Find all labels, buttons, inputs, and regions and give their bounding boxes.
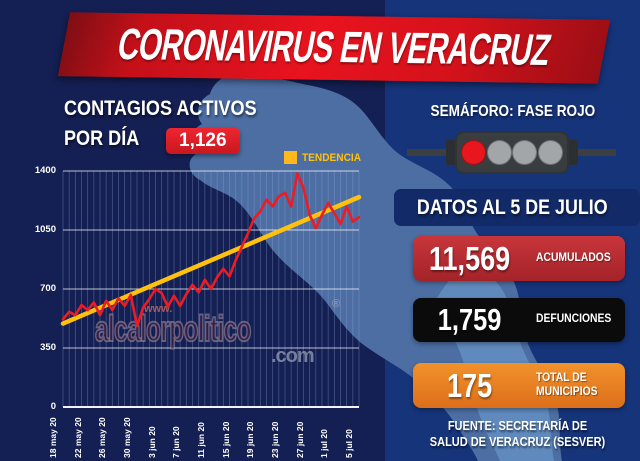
x-axis-label: 7 jun 20 bbox=[171, 426, 182, 458]
trend-line bbox=[60, 194, 362, 326]
y-axis-label: 1400 bbox=[34, 165, 56, 176]
semaforo-label: SEMÁFORO: FASE ROJO bbox=[430, 103, 595, 120]
trend-legend-label: TENDENCIA bbox=[302, 151, 362, 164]
x-axis-label: 5 jul 20 bbox=[344, 429, 354, 458]
traffic-light-gray-icon bbox=[537, 140, 563, 165]
traffic-light-bar-left bbox=[407, 149, 447, 156]
x-axis-label: 11 jun 20 bbox=[196, 422, 206, 458]
active-cases-value: 1,126 bbox=[179, 130, 227, 151]
y-axis: 0 350 700 1050 1400 bbox=[26, 165, 56, 412]
title-banner: CORONAVIRUS EN VERACRUZ bbox=[57, 12, 611, 84]
x-axis-label: 3 jun 20 bbox=[146, 426, 157, 458]
y-axis-label: 700 bbox=[40, 283, 56, 294]
y-axis-label: 0 bbox=[50, 401, 56, 412]
traffic-light-red-icon bbox=[461, 140, 486, 165]
stat-municipios-value: 175 bbox=[447, 366, 493, 404]
stat-acumulados-label: ACUMULADOS bbox=[536, 251, 611, 264]
y-axis-label: 350 bbox=[40, 342, 56, 353]
chart-grid bbox=[62, 170, 360, 408]
chart-heading: CONTAGIOS ACTIVOS POR DÍA bbox=[64, 94, 257, 154]
active-cases-line bbox=[61, 172, 361, 328]
trend-legend-swatch bbox=[284, 151, 297, 164]
y-axis-label: 1050 bbox=[34, 224, 56, 235]
chart-heading-line2: POR DÍA bbox=[64, 127, 140, 150]
chart-lines bbox=[60, 172, 362, 328]
watermark-www: www. bbox=[144, 303, 173, 315]
stat-defunciones-label: DEFUNCIONES bbox=[536, 313, 612, 326]
x-axis-label: 27 jun 20 bbox=[294, 421, 305, 458]
watermark-com: .com bbox=[271, 345, 315, 367]
x-axis-label: 26 may 20 bbox=[97, 417, 108, 458]
stat-municipios: 175 TOTAL DE MUNICIPIOS bbox=[413, 363, 625, 408]
watermark-registered-icon: ® bbox=[332, 298, 341, 310]
chart-heading-line1: CONTAGIOS ACTIVOS bbox=[64, 97, 257, 120]
source-line1: FUENTE: SECRETARÍA DE bbox=[447, 419, 588, 433]
x-axis-label: 23 jun 20 bbox=[270, 421, 280, 458]
x-axis-label: 30 may 20 bbox=[122, 417, 132, 458]
traffic-light bbox=[455, 131, 569, 174]
stat-acumulados: 11,569 ACUMULADOS bbox=[413, 236, 625, 281]
x-axis-label: 1 jul 20 bbox=[319, 429, 330, 458]
traffic-light-bar-right bbox=[577, 149, 616, 156]
active-cases-badge: 1,126 bbox=[166, 128, 240, 154]
traffic-light-gray-icon bbox=[512, 140, 538, 165]
x-axis-label: 19 jun 20 bbox=[245, 421, 256, 458]
x-axis: 18 may 20 22 may 20 26 may 20 30 may 20 3 ju… bbox=[48, 413, 363, 461]
source-line2: SALUD DE VERACRUZ (SESVER) bbox=[429, 434, 606, 449]
source-attribution: FUENTE: SECRETARÍA DE SALUD DE VERACRUZ … bbox=[400, 419, 635, 450]
traffic-light-gray-icon bbox=[486, 140, 512, 165]
x-axis-label: 18 may 20 bbox=[48, 417, 58, 458]
traffic-light-tab-left bbox=[446, 140, 457, 165]
stat-defunciones: 1,759 DEFUNCIONES bbox=[413, 298, 625, 342]
stat-defunciones-value: 1,759 bbox=[437, 302, 502, 337]
data-date-label: DATOS AL 5 DE JULIO bbox=[417, 196, 608, 219]
stat-acumulados-value: 11,569 bbox=[428, 239, 511, 277]
trend-legend: TENDENCIA bbox=[284, 151, 366, 164]
watermark: www. alcalorpolitico ® .com bbox=[75, 290, 360, 375]
stat-municipios-label: TOTAL DE MUNICIPIOS bbox=[536, 371, 598, 398]
x-axis-label: 15 jun 20 bbox=[220, 421, 231, 458]
traffic-light-tab-right bbox=[567, 140, 578, 165]
page-title: CORONAVIRUS EN VERACRUZ bbox=[113, 20, 555, 75]
data-date-band bbox=[394, 189, 640, 226]
x-axis-label: 22 may 20 bbox=[72, 417, 83, 458]
watermark-name: alcalorpolitico bbox=[94, 307, 252, 350]
